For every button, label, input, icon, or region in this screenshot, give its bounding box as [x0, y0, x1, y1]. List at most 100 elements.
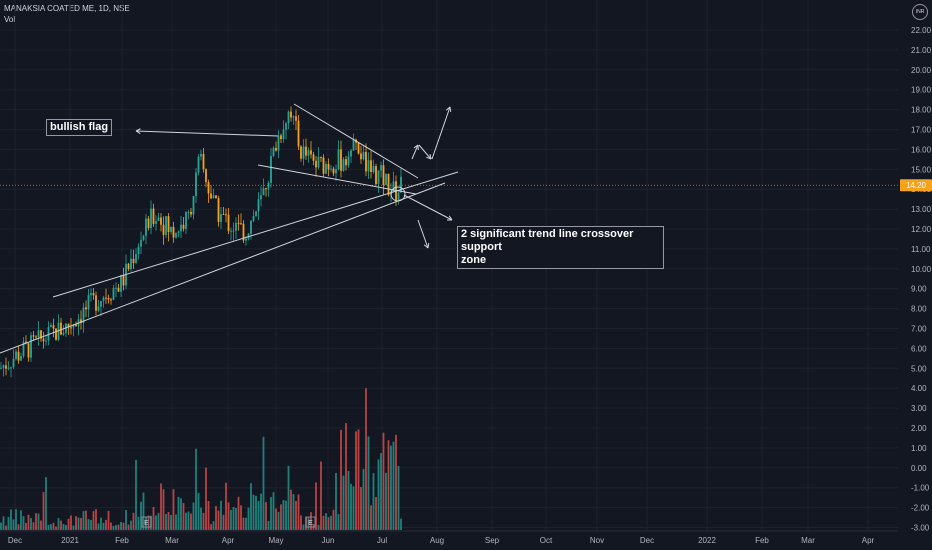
candle-body — [232, 230, 235, 232]
volume-label[interactable]: Vol — [4, 15, 16, 24]
arrowhead-left — [135, 128, 141, 132]
candle-body — [327, 163, 330, 170]
flag-top-line — [293, 103, 419, 179]
candle-body — [267, 182, 270, 189]
candle-body — [112, 288, 115, 300]
y-tick-label: 5.00 — [911, 364, 927, 373]
candle-body — [295, 116, 297, 121]
arrowhead-down — [423, 244, 429, 249]
candle-body — [240, 223, 242, 225]
volume-bar — [332, 509, 335, 530]
candle-body — [270, 155, 272, 183]
volume-bar — [342, 475, 345, 530]
volume-bar — [190, 513, 192, 530]
volume-bar — [292, 494, 295, 530]
candle-body — [210, 193, 212, 199]
candle-body — [360, 153, 362, 160]
volume-bar — [130, 520, 132, 530]
candle-body — [305, 146, 307, 156]
candle-body — [187, 211, 190, 213]
candle-body — [5, 365, 7, 369]
x-tick-label: Dec — [640, 536, 654, 545]
volume-bar — [262, 436, 265, 530]
candle-body — [372, 165, 375, 172]
candle-body — [10, 367, 12, 369]
volume-bar — [112, 525, 115, 530]
volume-bar — [172, 489, 175, 530]
volume-bar — [7, 516, 10, 530]
candle-body — [245, 238, 247, 241]
candle-body — [110, 299, 112, 301]
volume-bar — [382, 432, 385, 530]
volume-bar — [302, 524, 305, 530]
candle-body — [15, 351, 17, 359]
volume-bar — [62, 524, 65, 530]
volume-bar — [355, 431, 357, 530]
volume-bar — [90, 519, 92, 530]
volume-bar — [197, 492, 200, 530]
candle-body — [357, 142, 360, 154]
volume-bar — [22, 516, 25, 530]
volume-bar — [372, 473, 375, 530]
candle-body — [342, 159, 345, 171]
candle-body — [90, 293, 92, 296]
candle-body — [387, 173, 390, 195]
currency-badge[interactable]: INR — [912, 4, 928, 20]
flag-pointer-line — [135, 130, 279, 137]
chart-header: MANAKSIA COATED ME, 1D, NSE Vol — [4, 3, 130, 25]
volume-bars — [0, 388, 402, 530]
candle-body — [132, 258, 135, 263]
bullish-flag-label[interactable]: bullish flag — [46, 119, 113, 136]
candle-body — [175, 233, 177, 238]
candle-body — [95, 295, 97, 311]
volume-bar — [357, 429, 360, 530]
volume-bar — [370, 505, 372, 530]
volume-bar — [165, 514, 167, 530]
volume-bar — [212, 521, 215, 530]
candle-body — [135, 254, 137, 263]
candle-body — [275, 147, 277, 151]
candle-body — [117, 287, 120, 292]
candle-body — [55, 328, 57, 340]
volume-bar — [282, 500, 285, 530]
candle-body — [282, 129, 285, 140]
candle-body — [220, 214, 222, 222]
candle-body — [147, 218, 150, 229]
volume-bar — [57, 518, 60, 530]
support-zone-label[interactable]: 2 significant trend line crossover suppo… — [457, 226, 664, 269]
volume-bar — [235, 508, 237, 530]
candle-body — [290, 111, 292, 118]
candle-body — [285, 123, 287, 130]
candle-body — [67, 323, 70, 328]
volume-bar — [327, 517, 330, 530]
volume-bar — [385, 472, 387, 530]
volume-bar — [177, 496, 180, 530]
volume-bar — [280, 504, 282, 530]
candle-body — [37, 330, 40, 338]
crossover-circle — [390, 186, 406, 202]
arrowhead-up-mid — [429, 153, 432, 160]
y-tick-label: 12.00 — [911, 225, 932, 234]
candle-body — [30, 335, 32, 358]
volume-bar — [395, 434, 397, 530]
arrowhead-up — [445, 106, 451, 111]
volume-bar — [132, 512, 135, 530]
volume-bar — [162, 489, 165, 530]
y-tick-label: 11.00 — [911, 245, 931, 254]
volume-bar — [122, 522, 125, 530]
candle-body — [140, 239, 142, 247]
candle-body — [230, 230, 232, 232]
candle-body — [25, 341, 27, 344]
y-tick-label: 4.00 — [911, 384, 927, 393]
volume-bar — [230, 509, 232, 530]
down-arrow-line — [417, 219, 429, 249]
y-tick-label: 18.00 — [911, 106, 932, 115]
candle-body — [382, 165, 385, 186]
volume-bar — [257, 500, 260, 530]
candle-body — [330, 168, 332, 170]
volume-bar — [185, 512, 187, 530]
volume-bar — [20, 510, 22, 530]
candles — [0, 106, 402, 378]
volume-bar — [10, 509, 12, 530]
